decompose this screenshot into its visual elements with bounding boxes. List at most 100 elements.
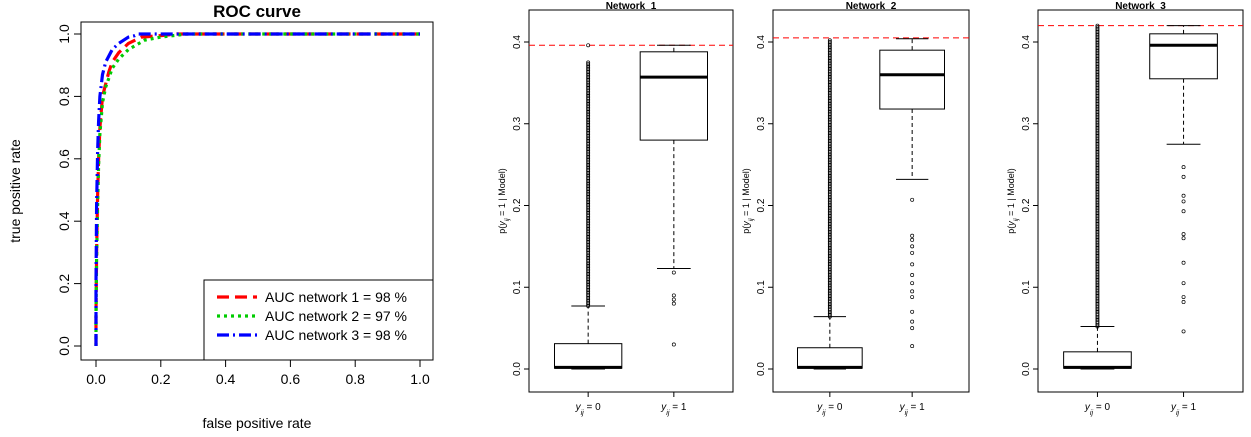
box-y-tick-label: 0.2 [1021, 198, 1032, 212]
outlier-point [1181, 329, 1186, 334]
outlier-point [1181, 281, 1186, 286]
outlier-point [586, 62, 591, 66]
box-iqr [639, 51, 708, 141]
roc-legend-label-1: AUC network 1 = 98 % [265, 289, 407, 305]
outlier-point [910, 197, 915, 202]
roc-x-label: false positive rate [203, 415, 312, 431]
outlier-point [1181, 174, 1186, 179]
box-y-label-part: ij [1013, 218, 1020, 221]
box-y-tick-label: 0.1 [512, 280, 523, 294]
box-y-label-part: y [741, 221, 751, 227]
roc-x-tick-label: 1.0 [410, 371, 430, 387]
outlier-point [910, 289, 915, 294]
box-y1 [1149, 25, 1218, 334]
box-y-label-part: ij [504, 218, 511, 221]
box-x-tick-label-part: = 0 [584, 402, 601, 413]
box-x-tick-label-part: y [1084, 402, 1091, 413]
roc-title: ROC curve [213, 2, 301, 21]
outlier-point [1181, 209, 1186, 214]
box-y-label-part: p( [741, 226, 751, 234]
box-x-tick-label-part: = 1 [908, 402, 925, 413]
box-x-tick-label-part: y [1170, 402, 1177, 413]
box-iqr [1149, 33, 1218, 80]
box-x-tick-label-part: = 1 [669, 402, 686, 413]
box-y1 [879, 38, 946, 349]
box-x-tick-label-part: y [660, 402, 667, 413]
outlier-point [1181, 232, 1186, 237]
box-y-label-part: = 1 | Model) [1006, 168, 1016, 218]
box-y1 [639, 44, 708, 347]
box-panel-3: Network_30.00.10.20.30.4p(yij = 1 | Mode… [1006, 1, 1244, 417]
box-y-label: p(yij = 1 | Model) [741, 168, 755, 234]
box-x-tick-label: yij = 0 [816, 402, 843, 417]
outlier-point [910, 273, 915, 277]
box-panel-title: Network_2 [846, 1, 897, 12]
box-y-label-part: p( [1006, 226, 1016, 234]
box-panel-1: Network_10.00.10.20.30.4p(yij = 1 | Mode… [497, 1, 734, 417]
box-y-tick-label: 0.1 [756, 280, 767, 294]
roc-legend-label-2: AUC network 2 = 97 % [265, 308, 407, 324]
roc-legend-label-3: AUC network 3 = 98 % [265, 327, 407, 343]
box-y-label: p(yij = 1 | Model) [1006, 168, 1020, 234]
roc-y-tick-label: 1.0 [56, 24, 72, 44]
box-x-tick-label: yij = 1 [660, 402, 687, 417]
box-x-tick-label: yij = 0 [1084, 402, 1111, 417]
box-y-label-part: ij [748, 218, 755, 221]
box-y0 [1063, 23, 1132, 370]
outlier-point [910, 237, 915, 242]
box-x-tick-label: yij = 0 [575, 402, 602, 417]
roc-y-tick-label: 0.6 [56, 149, 72, 169]
box-y-tick-label: 0.4 [512, 35, 523, 49]
outlier-point [1181, 295, 1186, 300]
roc-x-tick-label: 0.8 [345, 371, 365, 387]
outlier-point [910, 281, 915, 286]
outlier-point [827, 38, 832, 43]
outlier-point [671, 301, 676, 306]
box-panel-title: Network_3 [1115, 1, 1166, 12]
roc-series-3 [94, 32, 420, 346]
outlier-point [910, 250, 915, 255]
box-y0 [797, 38, 863, 370]
box-y-tick-label: 0.2 [512, 198, 523, 212]
box-y-tick-label: 0.0 [756, 362, 767, 376]
box-iqr [1063, 351, 1132, 369]
outlier-point [1181, 193, 1186, 198]
outlier-point [1181, 199, 1186, 204]
box-x-tick-label-part: ij [581, 408, 585, 417]
outlier-point [910, 244, 915, 249]
box-x-tick-label-part: = 1 [1179, 402, 1196, 413]
outlier-point [671, 342, 676, 347]
box-x-tick-label-part: = 0 [1093, 402, 1110, 413]
box-iqr [797, 347, 863, 369]
box-x-tick-label: yij = 1 [899, 402, 926, 417]
box-y-label-part: = 1 | Model) [497, 168, 507, 218]
box-x-tick-label-part: ij [905, 408, 909, 417]
roc-y-tick-label: 0.2 [56, 274, 72, 294]
box-y-label-part: = 1 | Model) [741, 168, 751, 218]
box-y-label-part: p( [497, 226, 507, 234]
outlier-point [671, 297, 676, 302]
box-y-label-part: y [497, 221, 507, 227]
roc-y-label: true positive rate [7, 139, 23, 243]
outlier-point [1181, 300, 1186, 304]
roc-series-1 [94, 32, 420, 346]
box-y0 [554, 43, 623, 370]
box-y-tick-label: 0.2 [756, 198, 767, 212]
box-y-tick-label: 0.4 [1021, 35, 1032, 49]
box-x-tick-label-part: ij [822, 408, 826, 417]
box-y-label: p(yij = 1 | Model) [497, 168, 511, 234]
outlier-point [910, 309, 915, 314]
roc-x-tick-label: 0.2 [151, 371, 171, 387]
roc-legend: AUC network 1 = 98 % AUC network 2 = 97 %… [203, 279, 434, 361]
outlier-point [910, 262, 915, 267]
box-y-tick-label: 0.1 [1021, 280, 1032, 294]
roc-legend-box [203, 279, 434, 361]
roc-x-tick-label: 0.0 [86, 371, 106, 387]
box-x-tick-label-part: y [816, 402, 823, 413]
outlier-point [1181, 236, 1186, 241]
outlier-point [586, 60, 591, 65]
box-y-tick-label: 0.3 [1021, 116, 1032, 130]
outlier-point [1181, 260, 1186, 265]
roc-y-tick-label: 0.0 [56, 336, 72, 356]
